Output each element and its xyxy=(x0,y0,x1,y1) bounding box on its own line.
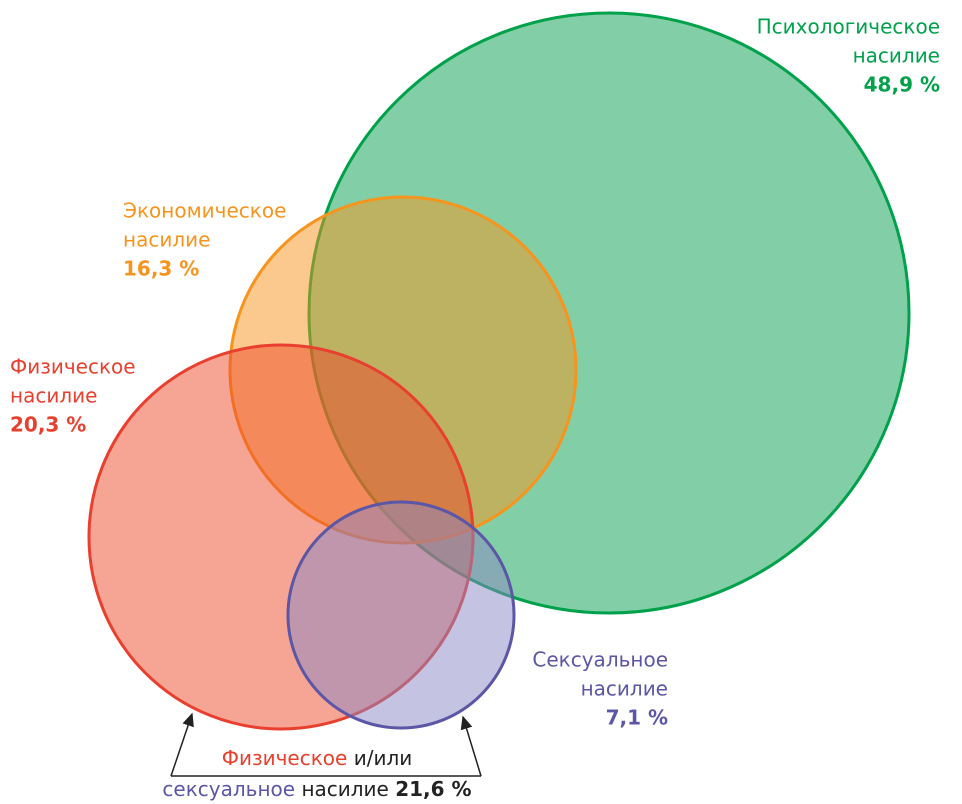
text-value: 21,6 % xyxy=(395,777,471,801)
phys-label: Физическое насилие 20,3 % xyxy=(10,355,136,437)
label-line: насилие xyxy=(853,44,940,68)
sex-label: Сексуальное насилие 7,1 % xyxy=(532,648,668,730)
label-value: 48,9 % xyxy=(864,73,940,97)
econ-label: Экономическое насилие 16,3 % xyxy=(123,199,286,281)
label-value: 7,1 % xyxy=(606,706,668,730)
label-line: насилие xyxy=(10,384,97,408)
label-bg xyxy=(215,745,420,773)
label-line: насилие xyxy=(581,677,668,701)
label-line: насилие xyxy=(123,228,210,252)
text-part: и/или xyxy=(354,746,413,770)
arrow xyxy=(170,712,194,777)
psych-label: Психологическое насилие 48,9 % xyxy=(757,15,940,97)
text-part: сексуальное xyxy=(162,777,295,801)
combined-line1: Физическое и/или xyxy=(222,746,412,770)
combined-line2: сексуальное насилие 21,6 % xyxy=(162,777,471,801)
label-line: Экономическое xyxy=(123,199,286,223)
label-line: Сексуальное xyxy=(532,648,668,672)
text-part: Физическое xyxy=(222,746,348,770)
text-part: насилие xyxy=(301,777,388,801)
label-line: Психологическое xyxy=(757,15,940,39)
label-line: Физическое xyxy=(10,355,136,379)
arrow xyxy=(460,715,482,777)
label-value: 16,3 % xyxy=(123,257,199,281)
label-value: 20,3 % xyxy=(10,413,86,437)
sex-circle xyxy=(286,500,516,730)
